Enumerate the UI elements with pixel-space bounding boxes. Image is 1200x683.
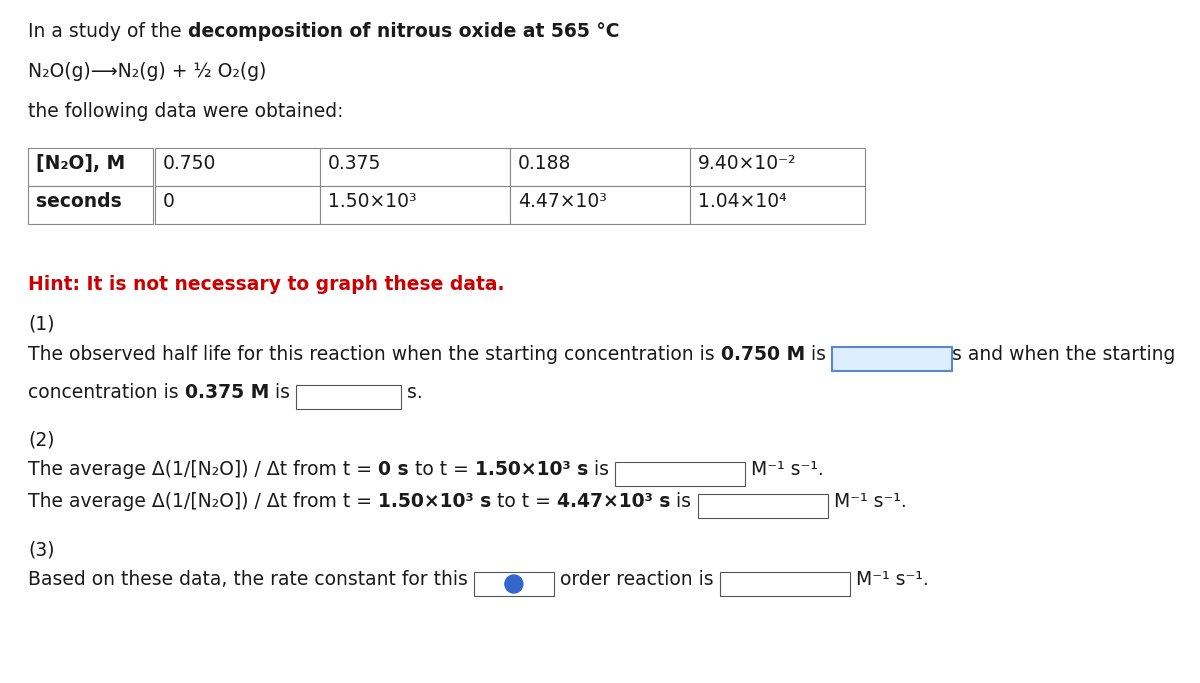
Bar xyxy=(720,572,850,596)
Text: M⁻¹ s⁻¹.: M⁻¹ s⁻¹. xyxy=(850,570,929,589)
Text: N₂O(g)⟶N₂(g) + ½ O₂(g): N₂O(g)⟶N₂(g) + ½ O₂(g) xyxy=(28,62,266,81)
Text: Hint: It is not necessary to graph these data.: Hint: It is not necessary to graph these… xyxy=(28,275,504,294)
Text: 4.47×10³ s: 4.47×10³ s xyxy=(557,492,671,511)
Text: M⁻¹ s⁻¹.: M⁻¹ s⁻¹. xyxy=(745,460,823,479)
Bar xyxy=(614,462,745,486)
Text: (2): (2) xyxy=(28,430,54,449)
Text: is: is xyxy=(805,345,832,364)
Text: decomposition of nitrous oxide at 565 °C: decomposition of nitrous oxide at 565 °C xyxy=(187,22,619,41)
Text: seconds: seconds xyxy=(36,192,121,211)
Bar xyxy=(690,148,865,186)
Text: s and when the starting: s and when the starting xyxy=(952,345,1175,364)
Circle shape xyxy=(505,575,523,593)
Text: is: is xyxy=(588,460,614,479)
Bar xyxy=(320,186,510,224)
Text: to t =: to t = xyxy=(491,492,557,511)
Text: is: is xyxy=(671,492,697,511)
Text: order reaction is: order reaction is xyxy=(554,570,720,589)
Text: to t =: to t = xyxy=(409,460,474,479)
Bar xyxy=(28,186,154,224)
Bar xyxy=(474,572,554,596)
Text: 0.188: 0.188 xyxy=(518,154,571,173)
Bar xyxy=(155,186,320,224)
Bar xyxy=(320,148,510,186)
Text: 9.40×10⁻²: 9.40×10⁻² xyxy=(698,154,797,173)
Text: Based on these data, the rate constant for this: Based on these data, the rate constant f… xyxy=(28,570,474,589)
Text: The average Δ(1/[N₂O]) / Δt from t =: The average Δ(1/[N₂O]) / Δt from t = xyxy=(28,460,378,479)
Text: 0 s: 0 s xyxy=(378,460,409,479)
Text: In a study of the: In a study of the xyxy=(28,22,187,41)
Text: 0.375 M: 0.375 M xyxy=(185,383,269,402)
Text: (1): (1) xyxy=(28,315,54,334)
Bar xyxy=(510,148,690,186)
Text: 0.375: 0.375 xyxy=(328,154,382,173)
Bar xyxy=(690,186,865,224)
Text: 0.750: 0.750 xyxy=(163,154,216,173)
Bar xyxy=(510,186,690,224)
Text: the following data were obtained:: the following data were obtained: xyxy=(28,102,343,121)
Bar xyxy=(28,148,154,186)
Bar xyxy=(697,494,828,518)
Text: 1.04×10⁴: 1.04×10⁴ xyxy=(698,192,787,211)
Text: 1.50×10³ s: 1.50×10³ s xyxy=(474,460,588,479)
Bar xyxy=(155,148,320,186)
Text: M⁻¹ s⁻¹.: M⁻¹ s⁻¹. xyxy=(828,492,906,511)
Text: The average Δ(1/[N₂O]) / Δt from t =: The average Δ(1/[N₂O]) / Δt from t = xyxy=(28,492,378,511)
Text: The observed half life for this reaction when the starting concentration is: The observed half life for this reaction… xyxy=(28,345,721,364)
Bar xyxy=(296,385,401,409)
Text: 0.750 M: 0.750 M xyxy=(721,345,805,364)
Text: 0: 0 xyxy=(163,192,175,211)
Text: concentration is: concentration is xyxy=(28,383,185,402)
Text: (3): (3) xyxy=(28,540,54,559)
Text: s.: s. xyxy=(401,383,422,402)
Text: 1.50×10³: 1.50×10³ xyxy=(328,192,416,211)
Text: [N₂O], M: [N₂O], M xyxy=(36,154,125,173)
Text: is: is xyxy=(269,383,296,402)
Text: 4.47×10³: 4.47×10³ xyxy=(518,192,607,211)
Text: 1.50×10³ s: 1.50×10³ s xyxy=(378,492,491,511)
Bar xyxy=(832,347,952,371)
